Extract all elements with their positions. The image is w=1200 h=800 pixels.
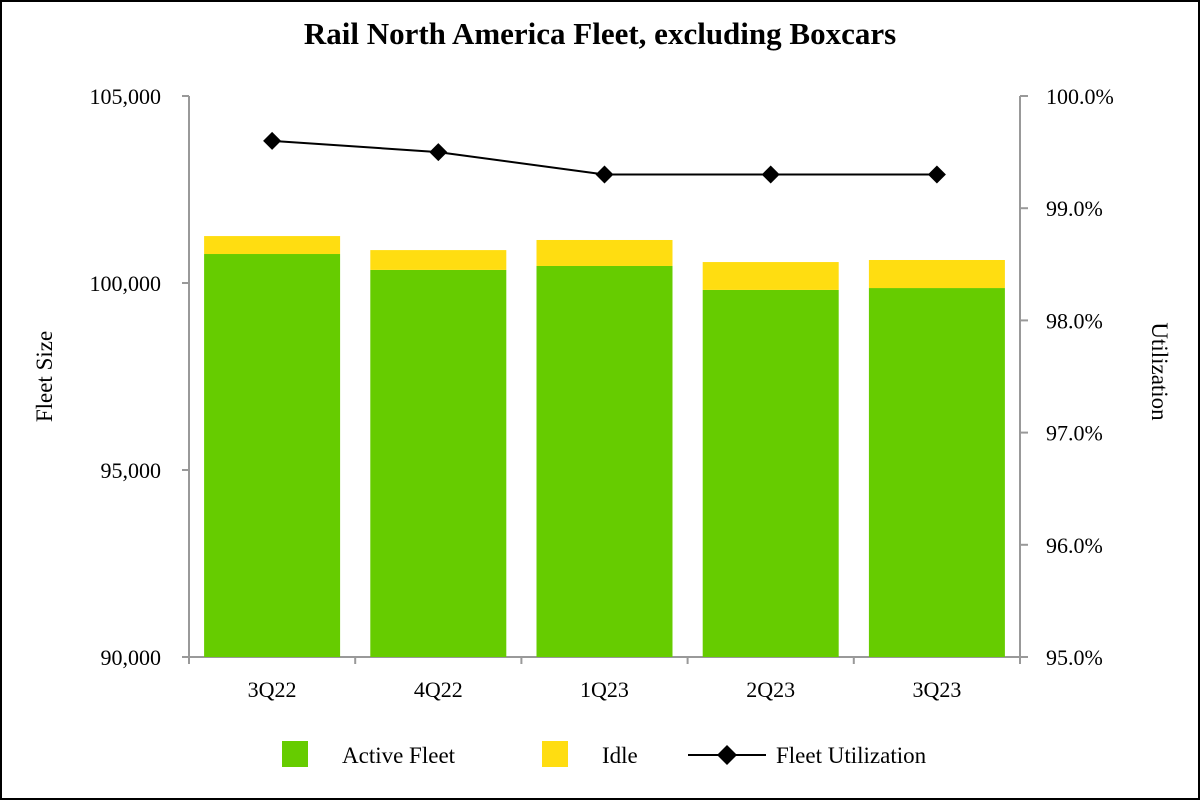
left-tick-label: 95,000	[101, 458, 162, 483]
utilization-point	[429, 143, 448, 162]
utilization-point	[927, 165, 946, 184]
bar-idle	[868, 259, 1005, 289]
bar-active-fleet	[370, 269, 507, 657]
left-tick-label: 90,000	[101, 645, 162, 670]
bar-idle	[370, 250, 507, 270]
left-tick-label: 105,000	[90, 84, 162, 109]
bar-idle	[702, 262, 839, 290]
bar-active-fleet	[536, 265, 673, 657]
bar-idle	[204, 236, 341, 255]
x-tick-label: 4Q22	[414, 677, 463, 702]
right-tick-label: 100.0%	[1046, 84, 1114, 109]
utilization-point	[263, 131, 282, 150]
bar-idle	[536, 239, 673, 266]
x-tick-label: 3Q22	[248, 677, 297, 702]
right-tick-label: 96.0%	[1046, 533, 1103, 558]
bar-active-fleet	[868, 288, 1005, 657]
right-tick-label: 97.0%	[1046, 421, 1103, 446]
right-tick-label: 99.0%	[1046, 196, 1103, 221]
x-tick-label: 1Q23	[580, 677, 629, 702]
legend-swatch-active-fleet	[282, 741, 308, 767]
bar-active-fleet	[204, 254, 341, 657]
legend-label-utilization: Fleet Utilization	[776, 743, 927, 768]
left-tick-label: 100,000	[90, 271, 162, 296]
legend-swatch-idle	[542, 741, 568, 767]
utilization-point	[595, 165, 614, 184]
y2-axis-title: Utilization	[1147, 322, 1172, 421]
legend-marker-utilization	[717, 745, 737, 765]
legend-label-idle: Idle	[602, 743, 638, 768]
right-tick-label: 98.0%	[1046, 308, 1103, 333]
x-tick-label: 2Q23	[746, 677, 795, 702]
bar-active-fleet	[702, 289, 839, 657]
right-tick-label: 95.0%	[1046, 645, 1103, 670]
y-axis-title: Fleet Size	[32, 331, 57, 422]
chart-title: Rail North America Fleet, excluding Boxc…	[303, 16, 897, 51]
x-tick-label: 3Q23	[912, 677, 961, 702]
legend-label-active-fleet: Active Fleet	[342, 743, 456, 768]
utilization-point	[761, 165, 780, 184]
